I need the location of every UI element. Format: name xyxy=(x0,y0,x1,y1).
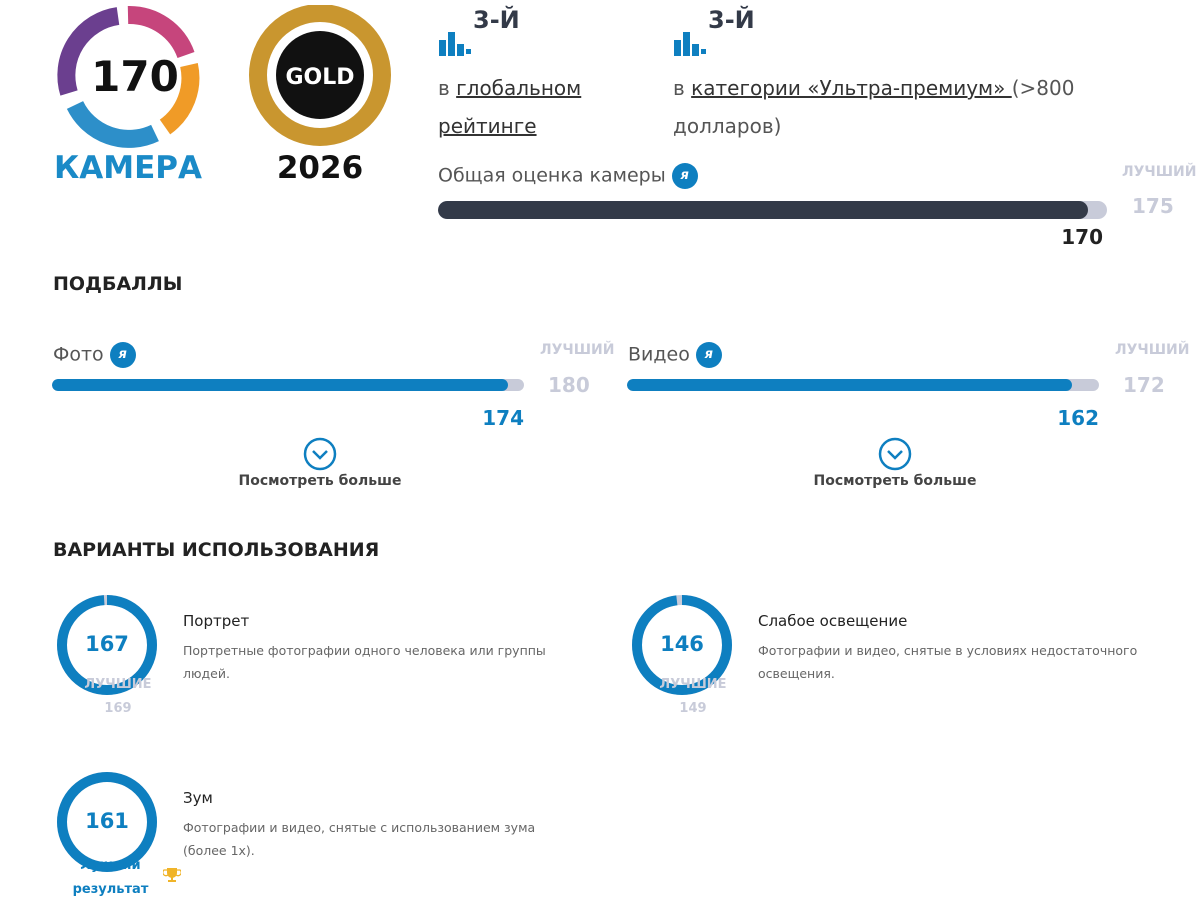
score-bar xyxy=(627,379,1072,391)
expand-icon[interactable] xyxy=(878,437,912,471)
rank-value: 3-Й xyxy=(708,6,755,34)
score-badge: 170 xyxy=(57,6,200,148)
subscore-text: Видео xyxy=(628,343,690,366)
best-label: ЛУЧШИЕ xyxy=(659,677,727,692)
overall-text: Общая оценка камеры xyxy=(438,164,666,187)
overall-label: Общая оценка камеры я xyxy=(438,163,698,189)
more-link[interactable]: Посмотреть больше xyxy=(238,473,402,489)
ring-arc xyxy=(632,595,732,695)
award-center xyxy=(276,31,364,119)
subscore-text: Фото xyxy=(53,343,104,366)
award-label: GOLD xyxy=(285,65,354,90)
award-year: 2026 xyxy=(276,150,364,186)
best-label: Лучший результат xyxy=(72,858,149,897)
rank-link[interactable]: категории «Ультра-премиум» xyxy=(691,76,1012,100)
score-value: 170 xyxy=(1061,225,1103,249)
badge-center xyxy=(86,33,170,117)
use-case-name: Слабое освещение xyxy=(758,612,908,630)
use-case-description: Портретные фотографии одного человека ил… xyxy=(183,643,546,681)
badge-segment xyxy=(127,6,195,59)
score-bar xyxy=(438,201,1088,219)
rank-text: в категории «Ультра-премиум» (>800 долла… xyxy=(673,69,1103,145)
badge-segment xyxy=(57,7,120,96)
rank-suffix: (>800 долларов) xyxy=(673,76,1075,138)
award-badge: GOLD xyxy=(249,5,391,146)
ring-score: 146 xyxy=(660,632,704,656)
ring-score: 161 xyxy=(85,809,129,833)
subscore-label: Фото я xyxy=(53,342,136,368)
rank-icon xyxy=(674,32,706,56)
use-case-description: Фотографии и видео, снятые в условиях не… xyxy=(758,643,1138,681)
info-icon[interactable]: я xyxy=(695,342,722,368)
section-title: ВАРИАНТЫ ИСПОЛЬЗОВАНИЯ xyxy=(53,539,380,561)
score-ring xyxy=(632,595,732,695)
score-ring xyxy=(57,772,157,872)
score-track xyxy=(438,201,1107,219)
badge-segment xyxy=(159,63,200,135)
score-bar xyxy=(52,379,509,391)
best-value: 175 xyxy=(1132,194,1174,218)
best-value: 169 xyxy=(104,701,132,716)
score-value: 162 xyxy=(1057,406,1099,430)
best-label: ЛУЧШИЙ xyxy=(1115,342,1190,358)
rank-prefix: в xyxy=(438,76,450,100)
best-label: ЛУЧШИЕ xyxy=(84,677,152,692)
best-value: 180 xyxy=(548,373,590,397)
trophy-icon xyxy=(163,868,181,882)
use-case-name: Портрет xyxy=(183,612,250,630)
use-case-name: Зум xyxy=(183,789,213,807)
ring-arc xyxy=(57,772,157,872)
score-value: 174 xyxy=(482,406,524,430)
rank-value: 3-Й xyxy=(473,6,520,34)
best-label: ЛУЧШИЙ xyxy=(1122,164,1197,180)
rank-link[interactable]: глобальном рейтинге xyxy=(438,76,582,138)
info-icon[interactable]: я xyxy=(671,163,698,189)
ring-score: 167 xyxy=(85,632,129,656)
ring-arc xyxy=(57,595,157,695)
badge-label: КАМЕРА xyxy=(53,150,203,186)
rank-text: в глобальном рейтинге xyxy=(438,69,628,145)
info-icon[interactable]: я xyxy=(109,342,136,368)
badge-segment xyxy=(66,100,159,148)
score-track xyxy=(627,379,1099,391)
best-value: 149 xyxy=(679,701,707,716)
badge-score: 170 xyxy=(91,52,179,101)
section-title: ПОДБАЛЛЫ xyxy=(53,273,183,295)
expand-icon[interactable] xyxy=(303,437,337,471)
best-value: 172 xyxy=(1123,373,1165,397)
use-case-description: Фотографии и видео, снятые с использован… xyxy=(183,820,536,858)
rank-icon xyxy=(439,32,471,56)
award-ring xyxy=(249,5,391,146)
more-link[interactable]: Посмотреть больше xyxy=(813,473,977,489)
subscore-label: Видео я xyxy=(628,342,722,368)
rank-prefix: в xyxy=(673,76,685,100)
score-track xyxy=(52,379,524,391)
score-ring xyxy=(57,595,157,695)
best-label: ЛУЧШИЙ xyxy=(540,342,615,358)
